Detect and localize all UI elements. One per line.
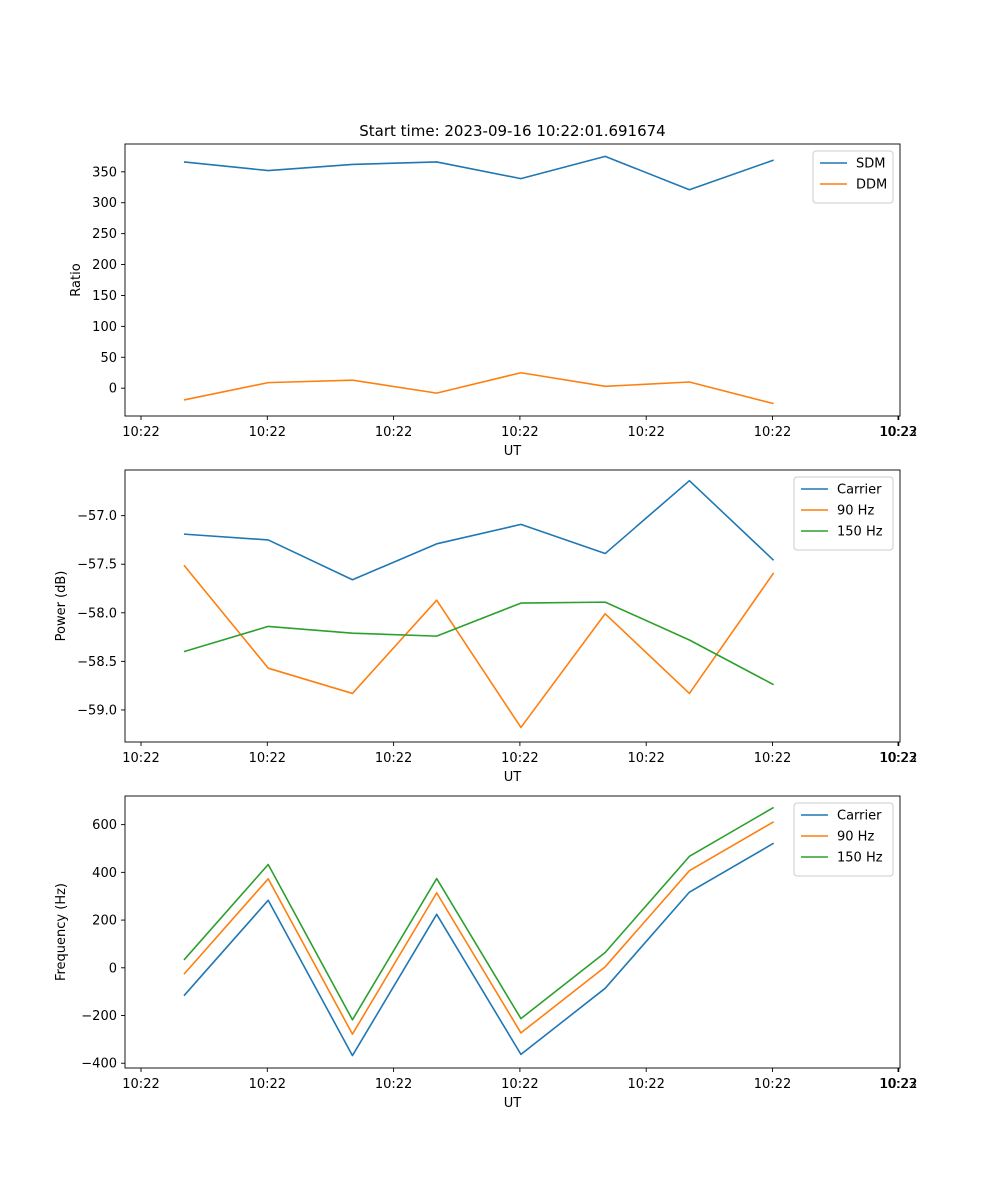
y-tick-label: 100	[92, 320, 117, 335]
x-tick-label: 10:22	[501, 751, 538, 766]
y-tick-label: −58.0	[77, 606, 117, 621]
x-tick-label: 10:22	[249, 751, 286, 766]
x-tick-label: 10:22	[627, 751, 664, 766]
x-tick-label: 10:22	[754, 1077, 791, 1092]
panel-power: 10:22 10:22 10:22 10:22 10:22 10:22 10:2210:23…	[54, 469, 918, 785]
y-axis-label: Frequency (Hz)	[54, 883, 69, 981]
legend-label: 150 Hz	[837, 525, 883, 540]
legend-label: DDM	[856, 178, 887, 193]
panel-frequency: 10:22 10:22 10:22 10:22 10:22 10:22 10:2210:23…	[54, 795, 918, 1111]
series-line-150-hz	[183, 601, 775, 686]
series-line-90-hz	[183, 821, 775, 1035]
series-line-150-hz	[183, 806, 775, 1021]
y-tick-label: 0	[109, 382, 117, 397]
y-tick-label: 600	[92, 818, 117, 833]
legend-label: 90 Hz	[837, 830, 874, 845]
y-tick-label: −59.0	[77, 703, 117, 718]
series-line-90-hz	[183, 564, 775, 729]
x-tick-label: 10:22	[627, 1077, 664, 1092]
x-tick-label: 10:22	[754, 425, 791, 440]
x-tick-label: 10:22	[880, 751, 917, 766]
y-axis-label: Ratio	[69, 263, 84, 296]
x-tick-label: 10:22	[249, 1077, 286, 1092]
x-tick-label: 10:22	[880, 1077, 917, 1092]
y-tick-label: 350	[92, 165, 117, 180]
plot-frame	[124, 143, 901, 417]
series-line-carrier	[183, 479, 775, 581]
x-axis-label: UT	[504, 770, 522, 785]
series-line-ddm	[183, 371, 774, 405]
legend-label: Carrier	[837, 809, 882, 824]
x-tick-label: 10:23	[879, 751, 916, 766]
x-tick-label: 10:22	[122, 425, 159, 440]
y-tick-label: 50	[100, 351, 117, 366]
y-tick-label: −58.5	[77, 655, 117, 670]
y-tick-label: 150	[92, 289, 117, 304]
legend-label: 150 Hz	[837, 851, 883, 866]
x-tick-label: 10:22	[122, 751, 159, 766]
y-tick-label: 200	[92, 258, 117, 273]
figure-title: Start time: 2023-09-16 10:22:01.691674	[359, 122, 665, 140]
y-tick-label: −200	[81, 1009, 117, 1024]
legend-box	[812, 150, 894, 204]
y-tick-label: 250	[92, 227, 117, 242]
x-tick-label: 10:22	[249, 425, 286, 440]
y-tick-label: 200	[92, 914, 117, 929]
series-line-carrier	[183, 842, 775, 1057]
x-tick-label: 10:22	[375, 425, 412, 440]
legend-label: Carrier	[837, 483, 882, 498]
x-tick-label: 10:23	[879, 1077, 916, 1092]
legend-label: SDM	[856, 157, 885, 172]
x-tick-label: 10:22	[627, 425, 664, 440]
x-axis-label: UT	[504, 444, 522, 459]
y-tick-label: 0	[109, 961, 117, 976]
y-tick-label: 300	[92, 196, 117, 211]
plot-frame	[124, 469, 901, 743]
y-tick-label: 400	[92, 866, 117, 881]
x-axis-label: UT	[504, 1096, 522, 1111]
x-tick-label: 10:22	[375, 751, 412, 766]
series-line-sdm	[183, 155, 774, 191]
y-tick-label: −400	[81, 1057, 117, 1072]
x-tick-label: 10:22	[375, 1077, 412, 1092]
x-tick-label: 10:22	[501, 1077, 538, 1092]
y-axis-label: Power (dB)	[54, 571, 69, 642]
x-tick-label: 10:22	[122, 1077, 159, 1092]
panel-ratio: 10:22 10:22 10:22 10:22 10:22 10:22 10:2210:23…	[69, 143, 918, 459]
y-tick-label: −57.0	[77, 509, 117, 524]
legend-label: 90 Hz	[837, 504, 874, 519]
x-tick-label: 10:22	[754, 751, 791, 766]
x-tick-label: 10:22	[880, 425, 917, 440]
y-tick-label: −57.5	[77, 558, 117, 573]
x-tick-label: 10:22	[501, 425, 538, 440]
x-tick-label: 10:23	[879, 425, 916, 440]
plot-frame	[124, 795, 901, 1069]
